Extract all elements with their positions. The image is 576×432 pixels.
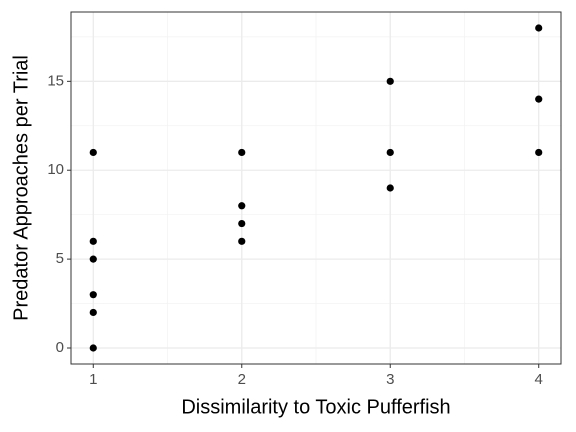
point bbox=[386, 184, 394, 192]
y-tick-label: 15 bbox=[47, 72, 64, 89]
point bbox=[238, 237, 246, 245]
point bbox=[89, 148, 97, 157]
y-tick-label: 10 bbox=[47, 161, 64, 178]
point bbox=[238, 219, 246, 228]
point bbox=[238, 148, 246, 157]
x-axis-title: Dissimilarity to Toxic Pufferfish bbox=[181, 396, 450, 418]
point bbox=[535, 24, 543, 32]
point bbox=[238, 202, 246, 210]
x-tick-label: 2 bbox=[238, 371, 246, 388]
point bbox=[89, 255, 97, 263]
y-tick-label: 0 bbox=[56, 339, 64, 356]
y-axis-title: Predator Approaches per Trial bbox=[10, 55, 32, 321]
y-tick-label: 5 bbox=[56, 250, 64, 267]
point bbox=[89, 237, 97, 245]
point bbox=[386, 148, 394, 157]
point bbox=[89, 291, 97, 299]
x-tick-label: 3 bbox=[386, 371, 394, 388]
point bbox=[535, 95, 543, 103]
x-tick-label: 4 bbox=[535, 371, 543, 388]
point bbox=[89, 344, 97, 352]
point bbox=[89, 308, 97, 317]
point bbox=[535, 148, 543, 157]
point bbox=[386, 77, 394, 85]
x-tick-label: 1 bbox=[89, 371, 97, 388]
panel-border bbox=[70, 11, 562, 365]
